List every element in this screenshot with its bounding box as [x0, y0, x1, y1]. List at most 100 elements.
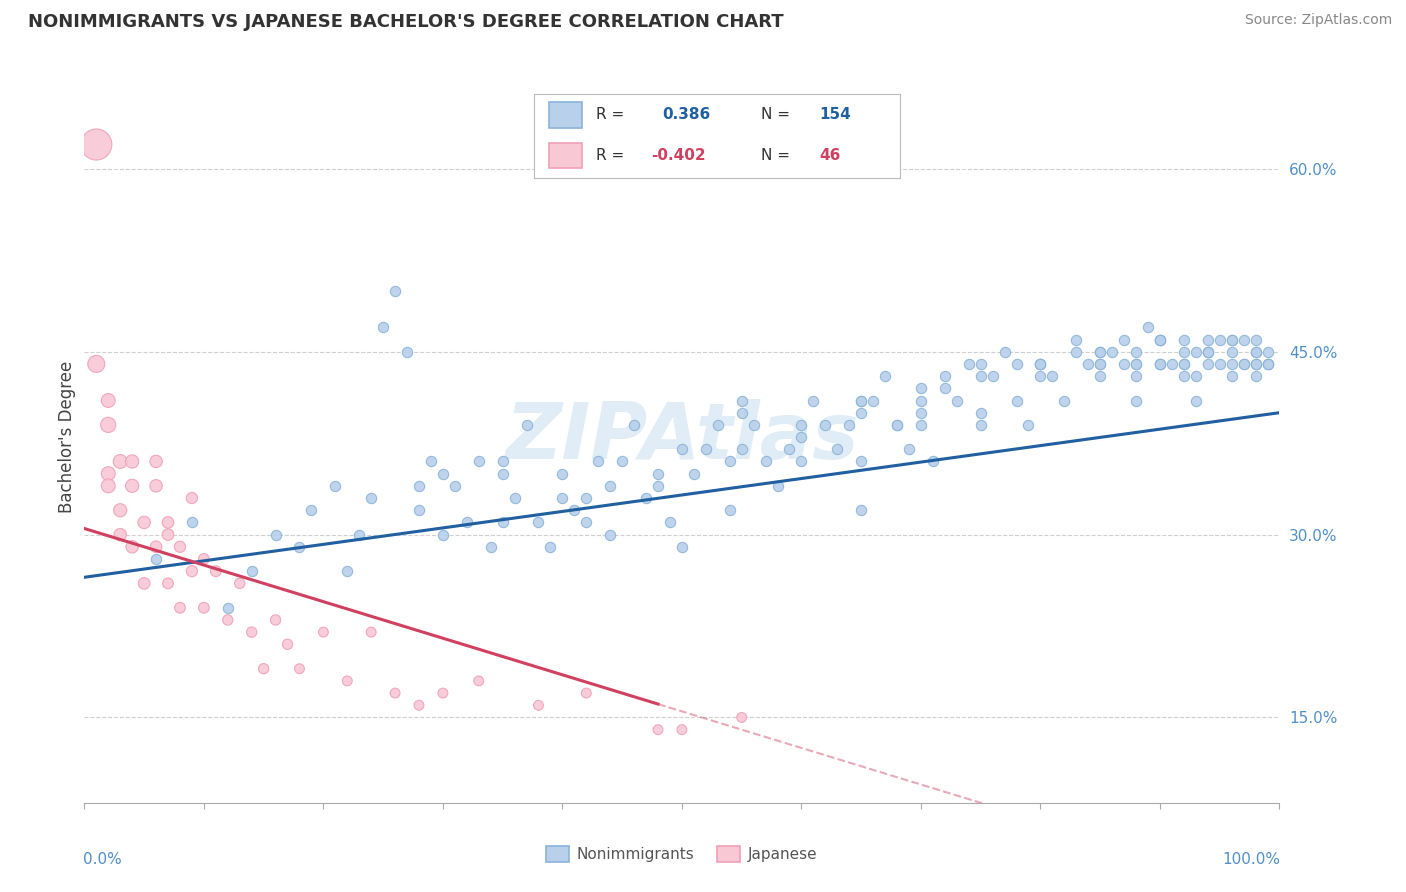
Point [169, 540, 191, 554]
Point [1029, 369, 1052, 384]
Point [1042, 369, 1064, 384]
Point [193, 600, 215, 615]
Point [814, 417, 837, 432]
Point [1197, 357, 1219, 371]
Point [647, 479, 669, 493]
Point [599, 527, 621, 541]
Point [647, 723, 669, 737]
Point [325, 479, 347, 493]
Point [1125, 393, 1147, 408]
Point [934, 369, 956, 384]
Text: 0.386: 0.386 [662, 107, 710, 122]
Point [1125, 357, 1147, 371]
Point [1257, 357, 1279, 371]
Point [132, 576, 156, 591]
Point [264, 527, 287, 541]
Point [1244, 344, 1267, 359]
Y-axis label: Bachelor's Degree: Bachelor's Degree [58, 361, 76, 513]
Point [718, 503, 741, 517]
Point [851, 393, 873, 408]
Point [145, 454, 167, 468]
Point [827, 442, 849, 457]
Point [121, 479, 143, 493]
Point [1018, 417, 1040, 432]
Text: 46: 46 [820, 148, 841, 163]
Point [731, 710, 754, 724]
Point [132, 516, 156, 530]
Point [121, 454, 143, 468]
Point [1029, 357, 1052, 371]
Point [1149, 333, 1171, 347]
Point [1220, 344, 1243, 359]
Point [671, 442, 693, 457]
Point [790, 454, 813, 468]
Point [349, 527, 371, 541]
Point [671, 540, 693, 554]
Text: R =: R = [596, 148, 624, 163]
Point [1173, 344, 1195, 359]
Point [1257, 357, 1279, 371]
Point [588, 454, 610, 468]
Point [970, 357, 993, 371]
Point [540, 540, 562, 554]
Text: ZIPAtlas: ZIPAtlas [505, 399, 859, 475]
Point [851, 393, 873, 408]
Point [456, 516, 478, 530]
Point [946, 393, 969, 408]
Text: R =: R = [596, 107, 624, 122]
Point [838, 417, 860, 432]
Point [1066, 344, 1088, 359]
Point [1125, 369, 1147, 384]
Point [181, 516, 204, 530]
Point [492, 516, 515, 530]
Point [886, 417, 908, 432]
Point [1185, 393, 1208, 408]
Point [277, 637, 299, 651]
Point [1185, 369, 1208, 384]
Point [86, 357, 108, 371]
Text: NONIMMIGRANTS VS JAPANESE BACHELOR'S DEGREE CORRELATION CHART: NONIMMIGRANTS VS JAPANESE BACHELOR'S DEG… [28, 13, 783, 31]
Point [373, 320, 395, 334]
Point [1053, 393, 1076, 408]
Point [910, 381, 932, 395]
Point [1066, 333, 1088, 347]
Point [217, 600, 239, 615]
Point [1233, 357, 1256, 371]
Point [922, 454, 945, 468]
Point [301, 503, 323, 517]
Point [432, 686, 454, 700]
Point [240, 564, 263, 578]
Point [1090, 357, 1112, 371]
Text: 154: 154 [820, 107, 851, 122]
Point [1005, 393, 1028, 408]
Point [205, 564, 228, 578]
Point [479, 540, 502, 554]
Point [636, 491, 658, 505]
Point [790, 417, 813, 432]
Point [516, 417, 538, 432]
Point [1173, 333, 1195, 347]
Point [1077, 357, 1099, 371]
Point [1244, 344, 1267, 359]
Point [264, 613, 287, 627]
Point [97, 393, 120, 408]
Point [1090, 357, 1112, 371]
Point [612, 454, 634, 468]
Point [564, 503, 586, 517]
Point [707, 417, 730, 432]
Point [1149, 357, 1171, 371]
Point [1090, 369, 1112, 384]
Point [910, 417, 932, 432]
Point [1244, 369, 1267, 384]
Point [1220, 369, 1243, 384]
Point [1197, 344, 1219, 359]
Point [288, 540, 311, 554]
Point [360, 625, 382, 640]
Point [1149, 333, 1171, 347]
Point [420, 454, 443, 468]
Point [755, 454, 778, 468]
Point [408, 503, 430, 517]
Point [1029, 357, 1052, 371]
Point [910, 393, 932, 408]
Point [1197, 344, 1219, 359]
